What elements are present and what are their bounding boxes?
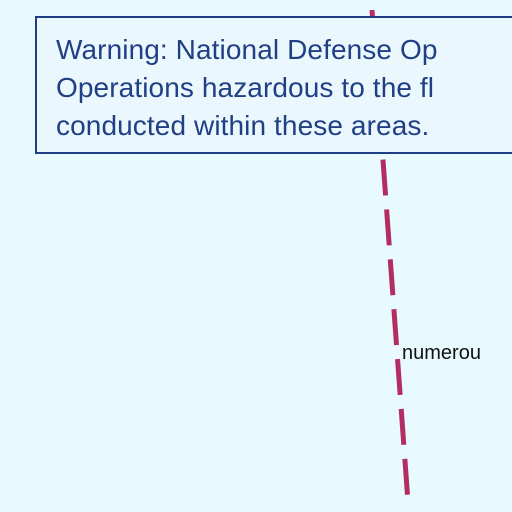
warning-notice: Warning: National Defense Op Operations … [35, 16, 512, 154]
warning-line-3: conducted within these areas. [56, 110, 429, 142]
warning-line-2: Operations hazardous to the fl [56, 72, 434, 104]
place-label: numerou [402, 341, 481, 365]
warning-line-1: Warning: National Defense Op [56, 34, 438, 66]
